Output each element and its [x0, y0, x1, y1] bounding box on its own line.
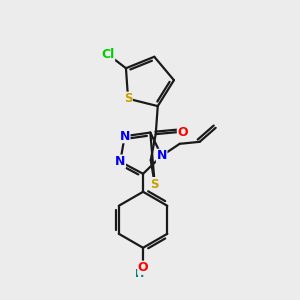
Text: N: N — [119, 130, 130, 143]
Text: H: H — [135, 269, 145, 279]
Text: Cl: Cl — [101, 48, 115, 61]
Text: N: N — [115, 155, 125, 168]
Text: S: S — [151, 178, 159, 190]
Text: N: N — [157, 149, 167, 162]
Text: O: O — [138, 261, 148, 274]
Text: O: O — [177, 126, 188, 139]
Text: S: S — [124, 92, 132, 105]
